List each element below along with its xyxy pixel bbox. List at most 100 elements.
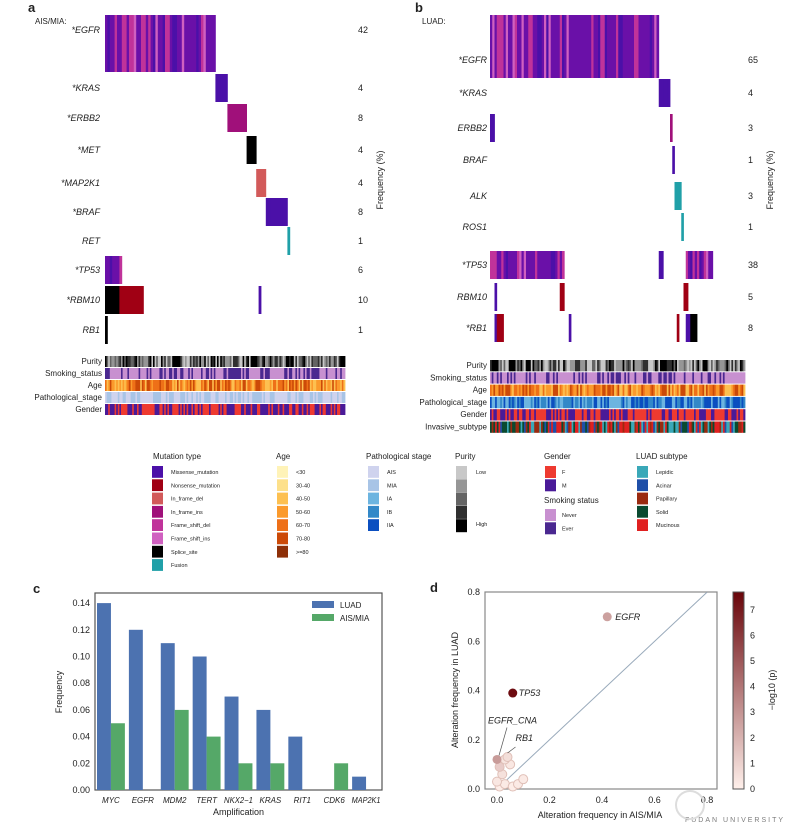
annotation-cell	[113, 380, 115, 391]
annotation-cell	[598, 360, 601, 372]
annotation-cell	[658, 384, 661, 396]
annotation-cell	[274, 404, 277, 415]
annotation-cell	[739, 360, 742, 372]
annotation-cell	[697, 384, 700, 396]
legend-title: LUAD subtype	[636, 452, 688, 461]
annotation-cell	[193, 368, 195, 379]
annotation-cell	[130, 356, 133, 367]
alteration-cell	[530, 15, 534, 78]
annotation-cell	[491, 409, 494, 421]
annotation-cell	[615, 409, 618, 421]
annotation-cell	[242, 404, 245, 415]
alteration-cell	[676, 314, 680, 342]
annotation-cell	[285, 380, 288, 391]
annotation-cell	[162, 356, 165, 367]
annotation-cell	[734, 421, 737, 433]
annotation-cell	[172, 404, 175, 415]
annotation-cell	[726, 372, 729, 384]
alteration-cell	[521, 251, 525, 279]
annotation-cell	[178, 356, 181, 367]
alteration-cell	[553, 15, 556, 78]
annotation-cell	[682, 372, 685, 384]
annotation-cell	[581, 360, 584, 372]
scatter-point	[492, 754, 502, 764]
annotation-cell	[719, 372, 722, 384]
annotation-cell	[513, 396, 516, 409]
annotation-cell	[515, 360, 518, 372]
frequency-value: 10	[358, 295, 368, 305]
annotation-cell	[269, 356, 272, 367]
annotation-cell	[311, 380, 314, 391]
annotation-cell	[541, 372, 544, 384]
annotation-cell	[260, 368, 263, 379]
alteration-cell	[631, 15, 635, 78]
annotation-cell	[231, 392, 234, 403]
annotation-cell	[297, 392, 299, 403]
annotation-cell	[306, 392, 309, 403]
annotation-cell	[554, 396, 557, 409]
annotation-cell	[518, 396, 521, 409]
annotation-cell	[229, 380, 232, 391]
annotation-cell	[544, 396, 547, 409]
annotation-cell	[636, 421, 639, 433]
annotation-cell	[549, 396, 552, 409]
frequency-axis-label: Frequency (%)	[765, 150, 775, 209]
annotation-cell	[337, 404, 339, 415]
annotation-cell	[665, 360, 668, 372]
annotation-cell	[610, 372, 613, 384]
annotation-cell	[249, 392, 251, 403]
annotation-cell	[261, 380, 264, 391]
legend-item-label: Frame_shift_del	[171, 523, 210, 529]
alteration-cell	[670, 114, 673, 142]
annotation-cell	[620, 360, 623, 372]
annotation-cell	[678, 372, 681, 384]
annotation-cell	[639, 384, 642, 396]
annotation-cell	[121, 392, 123, 403]
annotation-cell	[510, 384, 513, 396]
gene-label: *RBM10	[66, 295, 100, 305]
alteration-cell	[244, 104, 247, 132]
alteration-cell	[544, 15, 547, 78]
annotation-cell	[169, 356, 171, 367]
alteration-cell	[577, 15, 581, 78]
annotation-cell	[228, 380, 231, 391]
annotation-cell	[493, 396, 496, 409]
annotation-cell	[646, 384, 649, 396]
annotation-cell	[631, 409, 634, 421]
annotation-cell	[324, 380, 327, 391]
alteration-cell	[121, 286, 125, 314]
alteration-cell	[701, 251, 705, 279]
annotation-cell	[185, 368, 187, 379]
annotation-cell	[508, 384, 511, 396]
annotation-cell	[648, 396, 651, 409]
annotation-cell	[324, 392, 327, 403]
alteration-cell	[181, 15, 185, 72]
annotation-cell	[719, 409, 722, 421]
annotation-cell	[527, 421, 530, 433]
annotation-cell	[656, 372, 659, 384]
y-tick-label: 0.10	[72, 652, 90, 662]
legend-swatch	[637, 519, 648, 531]
annotation-cell	[602, 421, 605, 433]
alteration-cell	[514, 251, 518, 279]
annotation-cell	[293, 356, 296, 367]
annotation-cell	[495, 372, 498, 384]
annotation-cell	[196, 404, 199, 415]
legend-swatch	[368, 492, 379, 505]
annotation-cell	[282, 356, 285, 367]
annotation-cell	[687, 360, 690, 372]
gene-label: *TP53	[75, 265, 100, 275]
annotation-cell	[167, 368, 170, 379]
annotation-cell	[129, 380, 131, 391]
annotation-cell	[578, 360, 581, 372]
annotation-cell	[218, 392, 221, 403]
annotation-cell	[643, 421, 646, 433]
annotation-cell	[617, 360, 620, 372]
annotation-cell	[738, 360, 741, 372]
annotation-cell	[644, 384, 647, 396]
annotation-cell	[644, 421, 647, 433]
annotation-cell	[316, 368, 319, 379]
frequency-value: 38	[748, 260, 758, 270]
alteration-cell	[708, 251, 711, 279]
annotation-cell	[329, 356, 331, 367]
